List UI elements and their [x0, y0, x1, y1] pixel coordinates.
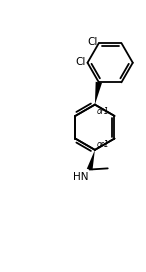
Text: or1: or1 [97, 107, 109, 116]
Text: Cl: Cl [75, 57, 85, 67]
Text: HN: HN [73, 172, 88, 182]
Polygon shape [87, 150, 95, 170]
Text: Cl: Cl [88, 37, 98, 47]
Polygon shape [95, 82, 102, 105]
Text: or1: or1 [97, 140, 109, 149]
